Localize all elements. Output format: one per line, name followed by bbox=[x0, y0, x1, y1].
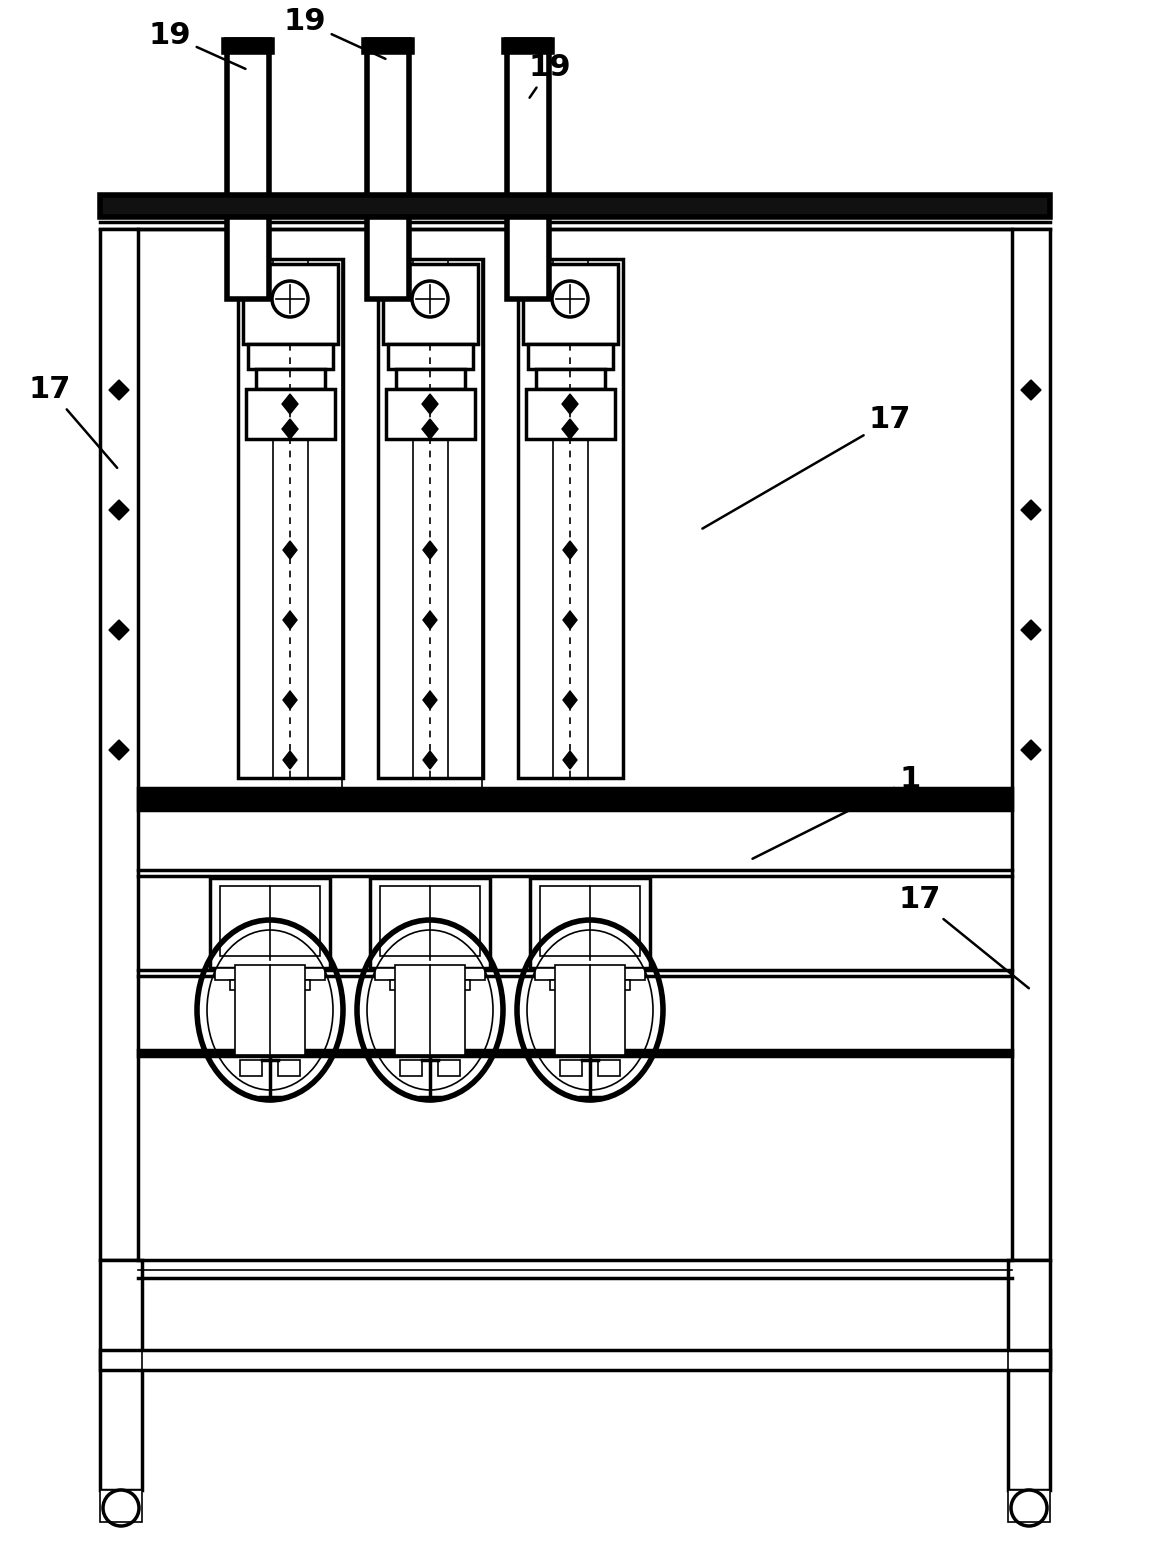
Bar bbox=[401, 1061, 421, 1076]
Bar bbox=[235, 965, 305, 1055]
Bar bbox=[370, 879, 490, 968]
Polygon shape bbox=[109, 500, 129, 520]
Polygon shape bbox=[283, 692, 297, 709]
Bar bbox=[255, 369, 325, 389]
Bar bbox=[504, 40, 551, 52]
Polygon shape bbox=[282, 418, 298, 438]
Bar bbox=[531, 879, 650, 968]
Bar bbox=[215, 968, 325, 980]
Polygon shape bbox=[423, 750, 437, 769]
Bar bbox=[365, 40, 412, 52]
Bar bbox=[390, 980, 405, 990]
Text: 17: 17 bbox=[29, 375, 117, 468]
Polygon shape bbox=[562, 418, 578, 438]
Bar bbox=[396, 369, 466, 389]
Polygon shape bbox=[283, 611, 297, 628]
Bar bbox=[536, 369, 605, 389]
Bar bbox=[246, 389, 336, 438]
Bar bbox=[615, 980, 630, 990]
Polygon shape bbox=[283, 540, 297, 559]
Polygon shape bbox=[1021, 500, 1041, 520]
Bar bbox=[277, 1061, 300, 1076]
Polygon shape bbox=[1021, 380, 1041, 400]
Bar bbox=[100, 229, 138, 1260]
Polygon shape bbox=[423, 540, 437, 559]
Bar bbox=[550, 980, 565, 990]
Bar bbox=[367, 40, 409, 300]
Bar bbox=[100, 1260, 142, 1490]
Bar bbox=[388, 344, 473, 369]
Bar bbox=[219, 886, 320, 956]
Polygon shape bbox=[109, 380, 129, 400]
Bar bbox=[138, 1050, 1012, 1056]
Bar bbox=[455, 980, 470, 990]
Bar bbox=[238, 259, 342, 778]
Polygon shape bbox=[423, 692, 437, 709]
Polygon shape bbox=[109, 621, 129, 641]
Bar bbox=[100, 1490, 142, 1522]
Bar bbox=[540, 886, 640, 956]
Bar bbox=[438, 1061, 460, 1076]
Text: 19: 19 bbox=[528, 54, 571, 97]
Bar bbox=[375, 968, 485, 980]
Polygon shape bbox=[563, 750, 577, 769]
Bar bbox=[535, 968, 646, 980]
Text: 19: 19 bbox=[283, 8, 385, 59]
Bar bbox=[560, 1061, 582, 1076]
Polygon shape bbox=[423, 611, 437, 628]
Text: 19: 19 bbox=[149, 20, 245, 69]
Bar bbox=[295, 980, 310, 990]
Polygon shape bbox=[109, 740, 129, 760]
Polygon shape bbox=[563, 611, 577, 628]
Polygon shape bbox=[282, 394, 298, 414]
Bar bbox=[555, 965, 625, 1055]
Text: 1: 1 bbox=[752, 766, 921, 858]
Bar bbox=[1008, 1490, 1050, 1522]
Bar bbox=[100, 195, 1050, 218]
Bar bbox=[1008, 1260, 1050, 1490]
Polygon shape bbox=[563, 540, 577, 559]
Bar bbox=[1012, 229, 1050, 1260]
Polygon shape bbox=[421, 418, 438, 438]
Bar bbox=[528, 344, 613, 369]
Polygon shape bbox=[563, 692, 577, 709]
Bar bbox=[522, 264, 618, 344]
Bar bbox=[248, 344, 333, 369]
Polygon shape bbox=[1021, 740, 1041, 760]
Bar bbox=[378, 259, 483, 778]
Bar bbox=[507, 40, 549, 300]
Bar bbox=[383, 264, 478, 344]
Polygon shape bbox=[421, 394, 438, 414]
Bar bbox=[395, 965, 466, 1055]
Polygon shape bbox=[283, 750, 297, 769]
Text: 17: 17 bbox=[702, 406, 911, 528]
Bar bbox=[138, 787, 1012, 811]
Bar bbox=[228, 40, 269, 300]
Bar bbox=[224, 40, 272, 52]
Bar bbox=[526, 389, 615, 438]
Bar bbox=[518, 259, 623, 778]
Bar bbox=[385, 389, 475, 438]
Bar bbox=[380, 886, 479, 956]
Polygon shape bbox=[562, 394, 578, 414]
Text: 17: 17 bbox=[899, 886, 1029, 988]
Bar bbox=[243, 264, 338, 344]
Bar bbox=[598, 1061, 620, 1076]
Polygon shape bbox=[1021, 621, 1041, 641]
Bar bbox=[240, 1061, 262, 1076]
Bar bbox=[210, 879, 330, 968]
Bar bbox=[100, 1349, 1050, 1370]
Bar bbox=[230, 980, 245, 990]
